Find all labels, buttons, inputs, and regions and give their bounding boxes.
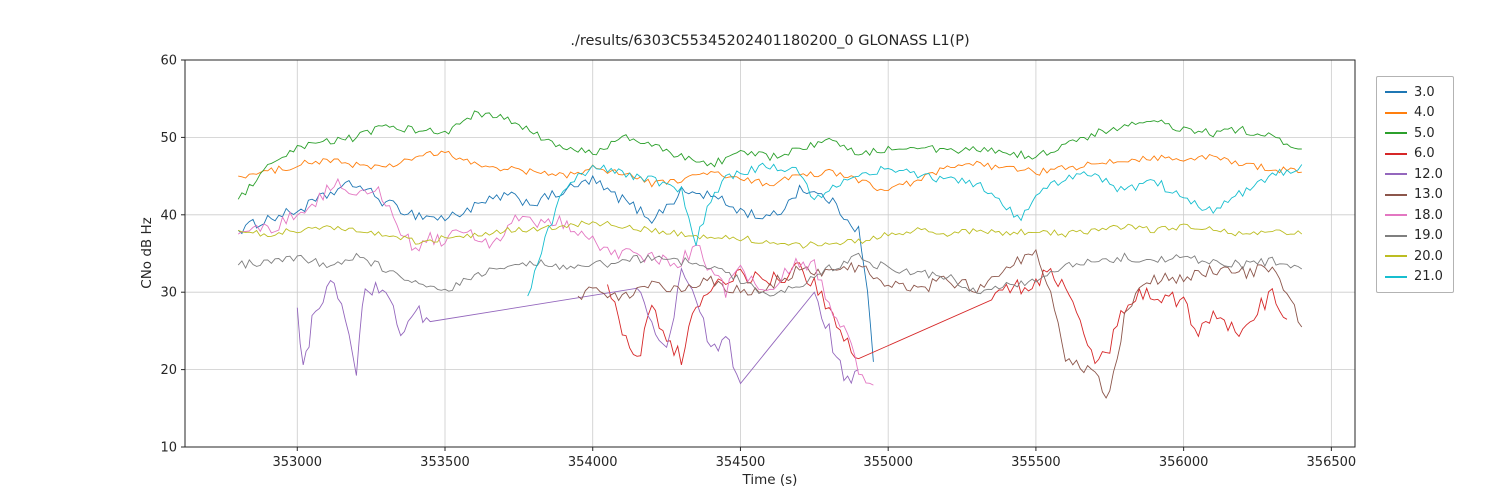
- legend-item: 6.0: [1385, 144, 1443, 165]
- legend-label: 18.0: [1414, 207, 1443, 223]
- legend-item: 3.0: [1385, 82, 1443, 103]
- series-line-12.0: [296, 267, 859, 385]
- series-line-13.0: [577, 248, 1303, 399]
- legend-line-swatch: [1385, 214, 1407, 217]
- x-tick-label: 356000: [1159, 455, 1209, 470]
- legend-line-swatch: [1385, 111, 1407, 114]
- series-line-20.0: [238, 220, 1303, 249]
- legend-line-swatch: [1385, 275, 1407, 278]
- x-tick-label: 354500: [716, 455, 766, 470]
- legend-line-swatch: [1385, 173, 1407, 176]
- x-tick-label: 353000: [272, 455, 322, 470]
- legend-label: 13.0: [1414, 187, 1443, 203]
- legend-line-swatch: [1385, 255, 1407, 258]
- legend-item: 18.0: [1385, 205, 1443, 226]
- legend-line-swatch: [1385, 193, 1407, 196]
- x-tick-label: 355000: [863, 455, 913, 470]
- legend-label: 19.0: [1414, 228, 1443, 244]
- series-line-3.0: [237, 174, 874, 362]
- legend: 3.0 4.0 5.0 6.0 12.0 13.0 18.0 19.0 20.0 21.0: [1376, 76, 1454, 293]
- x-axis-label: Time (s): [742, 472, 798, 488]
- legend-label: 12.0: [1414, 166, 1443, 182]
- y-tick-label: 60: [160, 54, 177, 69]
- series-line-18.0: [237, 177, 874, 386]
- y-tick-label: 20: [160, 363, 177, 378]
- legend-label: 6.0: [1414, 146, 1435, 162]
- series-line-6.0: [607, 262, 1288, 365]
- legend-label: 21.0: [1414, 269, 1443, 285]
- legend-line-swatch: [1385, 132, 1407, 135]
- y-tick-label: 10: [160, 441, 177, 456]
- y-tick-label: 40: [160, 208, 177, 223]
- legend-item: 19.0: [1385, 226, 1443, 247]
- legend-label: 20.0: [1414, 248, 1443, 264]
- legend-label: 5.0: [1414, 125, 1435, 141]
- legend-line-swatch: [1385, 91, 1407, 94]
- legend-item: 21.0: [1385, 267, 1443, 288]
- y-axis-label: CNo dB Hz: [139, 217, 155, 289]
- chart-title: ./results/6303C55345202401180200_0 GLONA…: [570, 33, 970, 49]
- series-line-21.0: [527, 162, 1303, 297]
- legend-label: 4.0: [1414, 105, 1435, 121]
- legend-item: 20.0: [1385, 246, 1443, 267]
- legend-item: 4.0: [1385, 103, 1443, 124]
- x-tick-label: 353500: [420, 455, 470, 470]
- series-line-19.0: [237, 252, 1303, 297]
- legend-line-swatch: [1385, 234, 1407, 237]
- legend-line-swatch: [1385, 152, 1407, 155]
- series-line-5.0: [237, 110, 1302, 200]
- y-tick-label: 30: [160, 286, 177, 301]
- legend-item: 12.0: [1385, 164, 1443, 185]
- x-tick-label: 354000: [568, 455, 618, 470]
- x-tick-label: 355500: [1011, 455, 1061, 470]
- legend-item: 5.0: [1385, 123, 1443, 144]
- y-tick-label: 50: [160, 131, 177, 146]
- x-tick-label: 356500: [1307, 455, 1357, 470]
- legend-label: 3.0: [1414, 84, 1435, 100]
- legend-item: 13.0: [1385, 185, 1443, 206]
- series-line-4.0: [238, 150, 1302, 192]
